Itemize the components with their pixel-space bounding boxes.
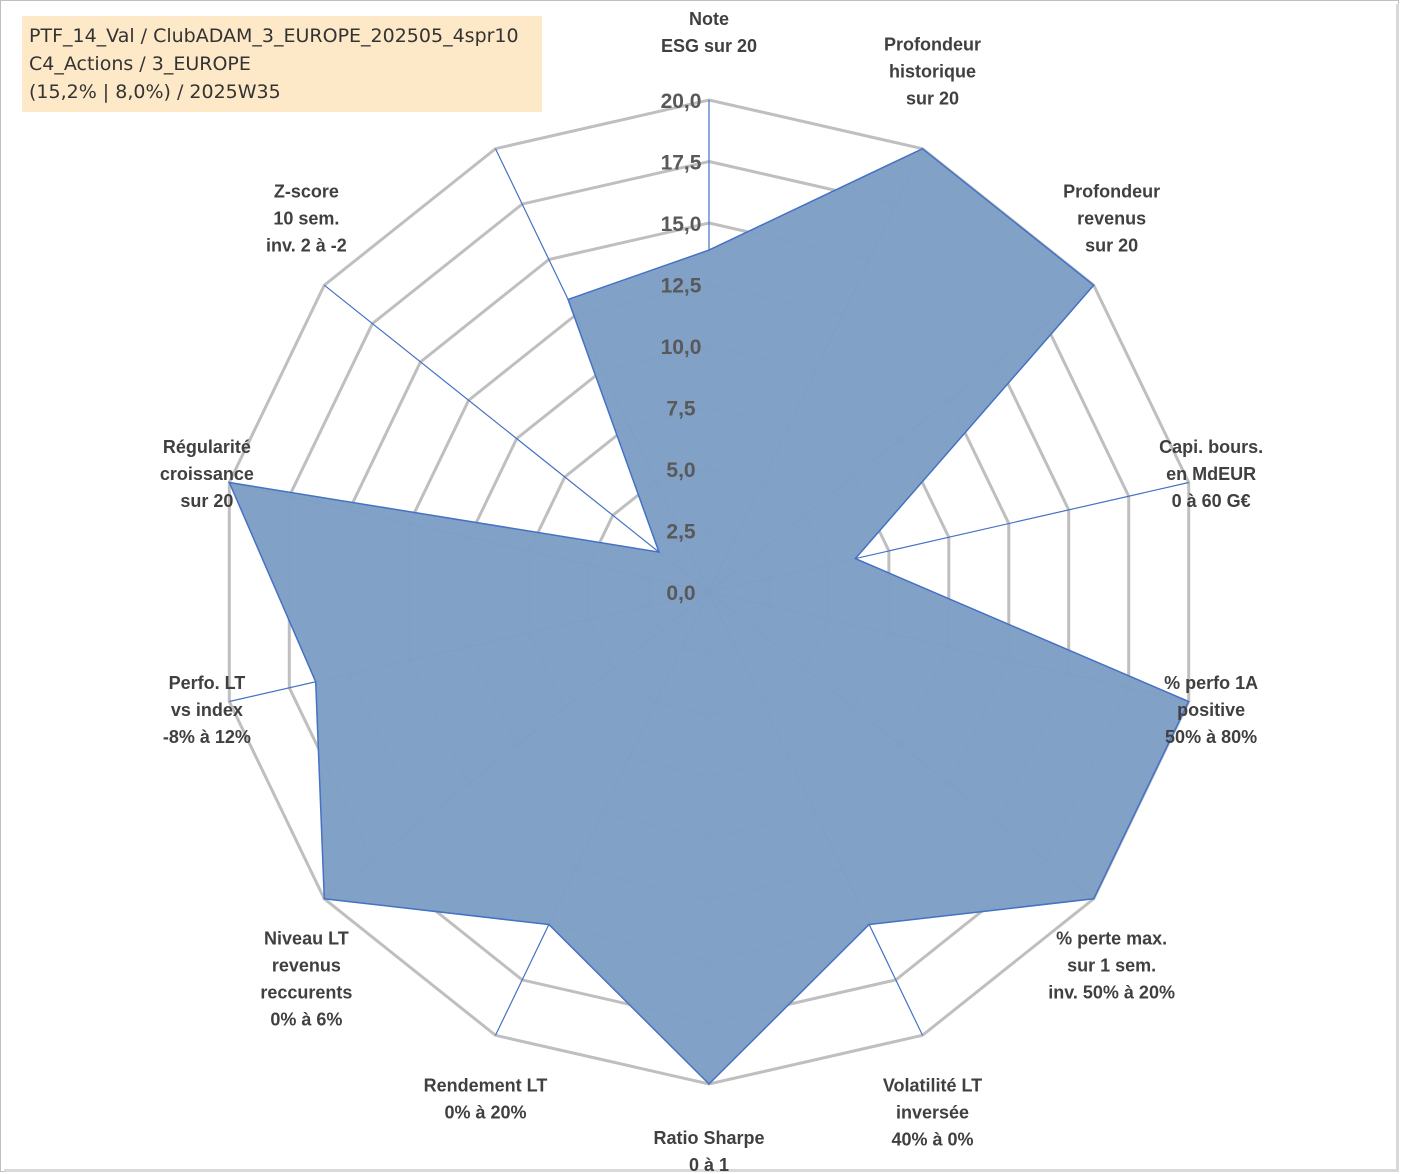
tick-label-8: 20,0 [661, 90, 702, 113]
data-series [228, 147, 1190, 1086]
tick-label-4: 10,0 [661, 336, 702, 359]
axis-spoke-12 [323, 284, 710, 593]
tick-label-0: 0,0 [666, 582, 695, 605]
series-area [228, 147, 1190, 1086]
axis-label-9: Niveau LT revenus reccurents 0% à 6% [260, 928, 352, 1029]
axis-label-line: 0% à 6% [270, 1009, 342, 1029]
axis-label-10: Perfo. LT vs index -8% à 12% [163, 673, 251, 747]
axis-label-line: revenus [1077, 209, 1146, 229]
axis-label-line: Rendement LT [424, 1076, 548, 1096]
axis-label-line: positive [1177, 700, 1245, 720]
axis-label-line: Profondeur [884, 35, 981, 55]
axis-label-2: Profondeur revenus sur 20 [1063, 182, 1160, 256]
axis-label-line: inv. 50% à 20% [1048, 982, 1175, 1002]
axis-label-line: Ratio Sharpe [653, 1128, 764, 1148]
info-category-line: C4_Actions / 3_EUROPE [29, 53, 251, 75]
axis-label-line: sur 1 sem. [1067, 955, 1156, 975]
tick-label-1: 2,5 [666, 521, 696, 544]
axis-label-line: inv. 2 à -2 [266, 236, 347, 256]
axis-label-line: Z-score [274, 182, 339, 202]
axis-label-3: Capi. bours. en MdEUR 0 à 60 G€ [1159, 437, 1263, 511]
radial-tick-labels: 0,0 2,5 5,0 7,5 10,0 12,5 15,0 17,5 20,0 [661, 90, 702, 605]
axis-label-6: Volatilité LT inversée 40% à 0% [883, 1076, 982, 1150]
axis-label-line: sur 20 [906, 89, 959, 109]
axis-label-line: ESG sur 20 [661, 36, 757, 56]
frame-shadow [4, 4, 1399, 1172]
axis-label-line: Profondeur [1063, 182, 1160, 202]
axis-label-line: 10 sem. [273, 209, 339, 229]
axis-label-line: 40% à 0% [891, 1130, 973, 1150]
axis-label-line: Niveau LT [264, 928, 349, 948]
axis-label-11: Régularité croissance sur 20 [160, 437, 254, 511]
axis-label-line: revenus [272, 955, 341, 975]
axis-label-line: sur 20 [180, 491, 233, 511]
info-box: PTF_14_Val / ClubADAM_3_EUROPE_202505_4s… [22, 16, 542, 112]
axis-label-line: croissance [160, 464, 254, 484]
axis-label-line: Volatilité LT [883, 1076, 982, 1096]
axis-label-line: en MdEUR [1166, 464, 1256, 484]
tick-label-5: 12,5 [661, 275, 702, 298]
axis-label-line: 0 à 1 [689, 1155, 729, 1174]
axis-label-line: Perfo. LT [169, 673, 246, 693]
axis-label-line: Note [689, 9, 729, 29]
axis-label-0: Note ESG sur 20 [661, 9, 757, 56]
axis-label-line: sur 20 [1085, 236, 1138, 256]
axis-label-line: Capi. bours. [1159, 437, 1263, 457]
axis-label-7: Ratio Sharpe 0 à 1 [653, 1128, 764, 1174]
axis-label-5: % perte max. sur 1 sem. inv. 50% à 20% [1048, 928, 1175, 1002]
axis-label-8: Rendement LT 0% à 20% [424, 1076, 548, 1123]
axis-label-4: % perfo 1A positive 50% à 80% [1164, 673, 1258, 747]
axis-labels: Note ESG sur 20 Profondeur historique sur 20… [160, 9, 1263, 1174]
axis-label-line: -8% à 12% [163, 727, 251, 747]
axis-label-line: 0% à 20% [444, 1103, 526, 1123]
axis-label-line: vs index [171, 700, 243, 720]
axis-label-line: % perte max. [1056, 928, 1167, 948]
info-portfolio-line: PTF_14_Val / ClubADAM_3_EUROPE_202505_4s… [29, 25, 519, 47]
axis-label-line: historique [889, 62, 976, 82]
info-stats-line: (15,2% | 8,0%) / 2025W35 [29, 81, 281, 103]
axis-label-line: Régularité [163, 437, 251, 457]
tick-label-3: 7,5 [666, 398, 696, 421]
tick-label-7: 17,5 [661, 152, 702, 175]
axis-label-12: Z-score 10 sem. inv. 2 à -2 [266, 182, 347, 256]
tick-label-2: 5,0 [666, 459, 695, 482]
tick-label-6: 15,0 [661, 213, 702, 236]
axis-label-line: 50% à 80% [1165, 727, 1257, 747]
axis-label-line: % perfo 1A [1164, 673, 1258, 693]
axis-label-line: 0 à 60 G€ [1172, 491, 1251, 511]
axis-label-1: Profondeur historique sur 20 [884, 35, 981, 109]
axis-label-line: inversée [896, 1103, 969, 1123]
axis-label-line: reccurents [260, 982, 352, 1002]
